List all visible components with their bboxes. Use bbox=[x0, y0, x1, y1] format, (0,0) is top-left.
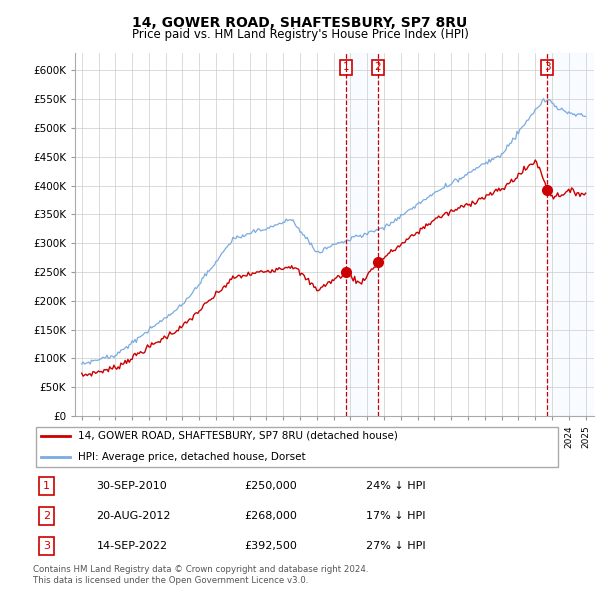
Text: 2: 2 bbox=[43, 511, 50, 521]
Text: 14-SEP-2022: 14-SEP-2022 bbox=[97, 541, 167, 551]
Text: 14, GOWER ROAD, SHAFTESBURY, SP7 8RU: 14, GOWER ROAD, SHAFTESBURY, SP7 8RU bbox=[133, 16, 467, 30]
Text: 27% ↓ HPI: 27% ↓ HPI bbox=[365, 541, 425, 551]
Text: 3: 3 bbox=[544, 63, 550, 73]
Text: 1: 1 bbox=[43, 481, 50, 491]
Text: HPI: Average price, detached house, Dorset: HPI: Average price, detached house, Dors… bbox=[78, 452, 305, 461]
Text: 14, GOWER ROAD, SHAFTESBURY, SP7 8RU (detached house): 14, GOWER ROAD, SHAFTESBURY, SP7 8RU (de… bbox=[78, 431, 398, 441]
Text: 30-SEP-2010: 30-SEP-2010 bbox=[97, 481, 167, 491]
Text: £392,500: £392,500 bbox=[244, 541, 297, 551]
Text: £250,000: £250,000 bbox=[244, 481, 297, 491]
Text: 3: 3 bbox=[43, 541, 50, 551]
Text: 17% ↓ HPI: 17% ↓ HPI bbox=[365, 511, 425, 521]
Bar bbox=[547, 53, 594, 416]
Text: £268,000: £268,000 bbox=[244, 511, 297, 521]
Text: 24% ↓ HPI: 24% ↓ HPI bbox=[365, 481, 425, 491]
Text: 1: 1 bbox=[343, 63, 350, 73]
Bar bbox=[346, 53, 378, 416]
Text: Price paid vs. HM Land Registry's House Price Index (HPI): Price paid vs. HM Land Registry's House … bbox=[131, 28, 469, 41]
Text: 2: 2 bbox=[374, 63, 381, 73]
Text: 20-AUG-2012: 20-AUG-2012 bbox=[97, 511, 171, 521]
FancyBboxPatch shape bbox=[35, 427, 559, 467]
Text: Contains HM Land Registry data © Crown copyright and database right 2024.
This d: Contains HM Land Registry data © Crown c… bbox=[33, 565, 368, 585]
